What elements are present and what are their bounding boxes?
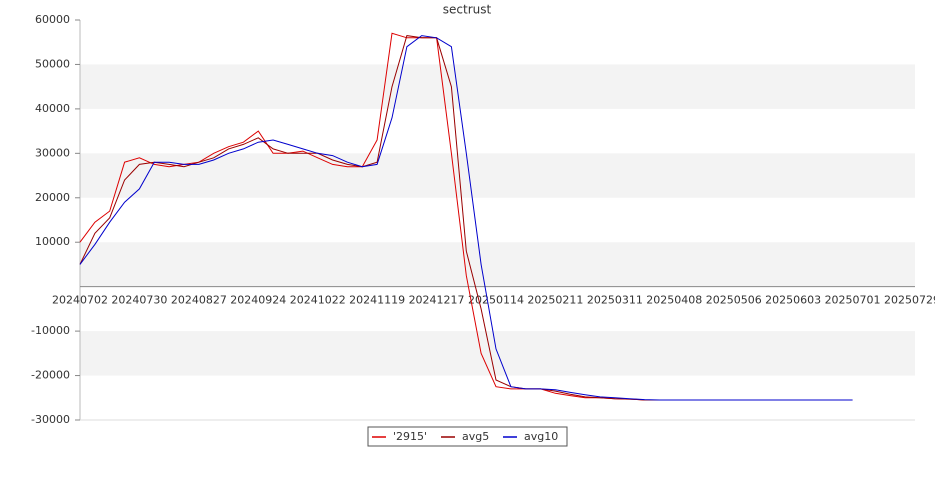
x-tick-label: 20250729 — [884, 294, 935, 307]
y-tick-label: -30000 — [31, 413, 70, 426]
y-tick-label: 10000 — [35, 235, 70, 248]
y-tick-label: 50000 — [35, 57, 70, 70]
grid-band — [80, 64, 915, 109]
legend: '2915' avg5 avg10 — [367, 426, 568, 447]
legend-label: avg5 — [462, 430, 489, 443]
grid-band — [80, 242, 915, 287]
y-tick-label: 40000 — [35, 102, 70, 115]
x-tick-label: 20240827 — [171, 294, 227, 307]
series-line — [79, 35, 660, 401]
y-tick-label: 30000 — [35, 146, 70, 159]
x-tick-label: 20250211 — [527, 294, 583, 307]
y-tick-label: 60000 — [35, 13, 70, 26]
x-tick-label: 20240702 — [52, 294, 108, 307]
x-tick-label: 20250506 — [706, 294, 762, 307]
x-tick-label: 20240730 — [111, 294, 167, 307]
y-tick-label: -20000 — [31, 369, 70, 382]
y-tick-label: -10000 — [31, 324, 70, 337]
x-tick-label: 20240924 — [230, 294, 286, 307]
x-tick-label: 20250701 — [825, 294, 881, 307]
y-tick-label: 20000 — [35, 191, 70, 204]
series-line — [79, 35, 853, 401]
x-tick-label: 20250603 — [765, 294, 821, 307]
legend-box — [367, 426, 568, 447]
x-tick-label: 20250408 — [646, 294, 702, 307]
legend-label: avg10 — [524, 430, 558, 443]
legend-label: '2915' — [393, 430, 427, 443]
x-tick-label: 20250311 — [587, 294, 643, 307]
x-tick-label: 20241119 — [349, 294, 405, 307]
grid-band — [80, 153, 915, 198]
x-tick-label: 20241022 — [290, 294, 346, 307]
chart-title: sectrust — [443, 3, 492, 17]
x-tick-label: 20250114 — [468, 294, 524, 307]
x-tick-label: 20241217 — [409, 294, 465, 307]
